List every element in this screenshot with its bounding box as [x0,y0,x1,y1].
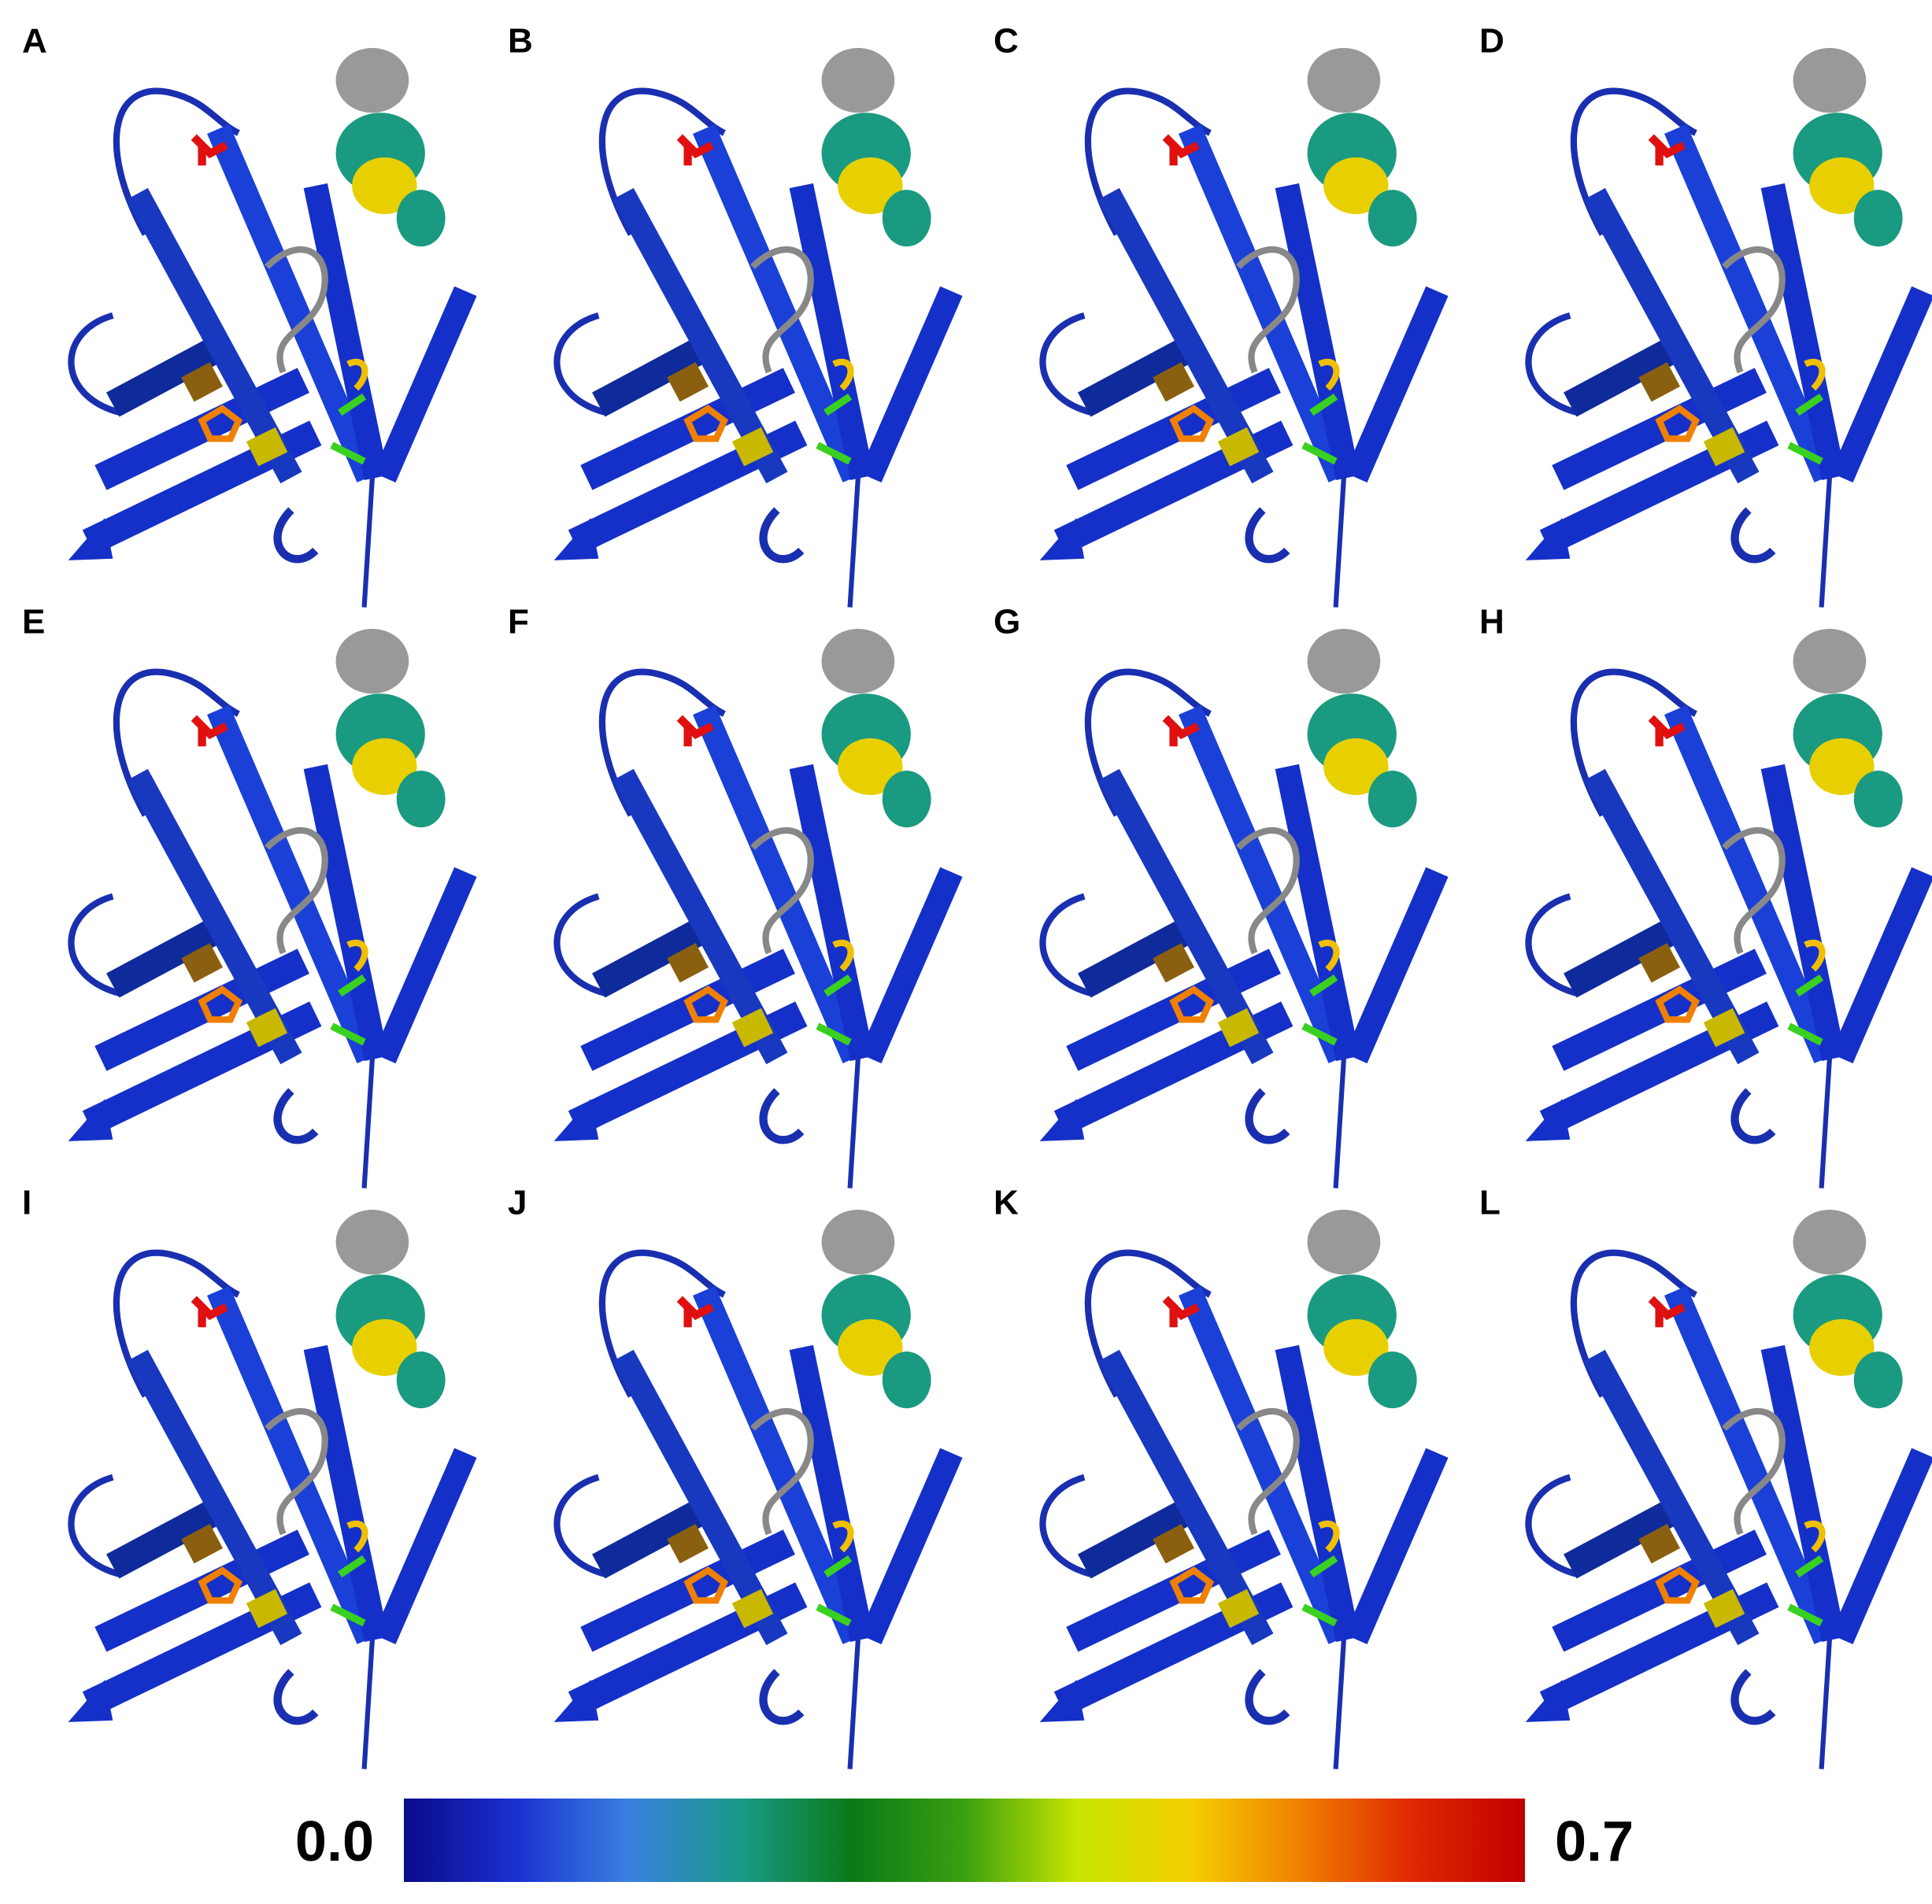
protein-structure [68,629,466,1189]
protein-structure [1040,629,1438,1189]
panel-label: J [508,1184,527,1222]
protein-structure [554,629,952,1189]
panel-label: A [22,22,47,61]
protein-structure [554,48,952,608]
panel: J [508,1184,951,1769]
panel: C [994,22,1437,608]
panel-label: C [994,22,1019,61]
panel: L [1479,1184,1923,1769]
panel-label: L [1479,1184,1501,1222]
protein-structure [1526,1210,1923,1769]
panel-label: G [994,603,1020,641]
colorbar [404,1799,1525,1882]
panel-label: I [22,1184,31,1222]
protein-structure [1040,1210,1438,1769]
colorbar-max: 0.7 [1555,1810,1634,1873]
panel: G [994,603,1437,1189]
protein-structure [1526,48,1923,608]
panels: A B C D E F G H I J K L [22,22,1923,1769]
panel: K [994,1184,1437,1769]
panel-label: E [22,603,45,641]
panel: F [508,603,951,1189]
panel-label: D [1479,22,1505,61]
panel: H [1479,603,1923,1189]
protein-structure [68,48,466,608]
panel: I [22,1184,465,1769]
panel-label: K [994,1184,1019,1222]
protein-structure [1040,48,1438,608]
panel: B [508,22,951,608]
protein-structure [554,1210,952,1769]
panel: E [22,603,465,1189]
colorbar-min: 0.0 [295,1810,374,1873]
panel: A [22,22,465,608]
protein-structure [1526,629,1923,1189]
panel: D [1479,22,1923,608]
panel-label: B [508,22,533,61]
panel-label: F [508,603,529,641]
panel-label: H [1479,603,1505,641]
protein-structure [68,1210,466,1769]
